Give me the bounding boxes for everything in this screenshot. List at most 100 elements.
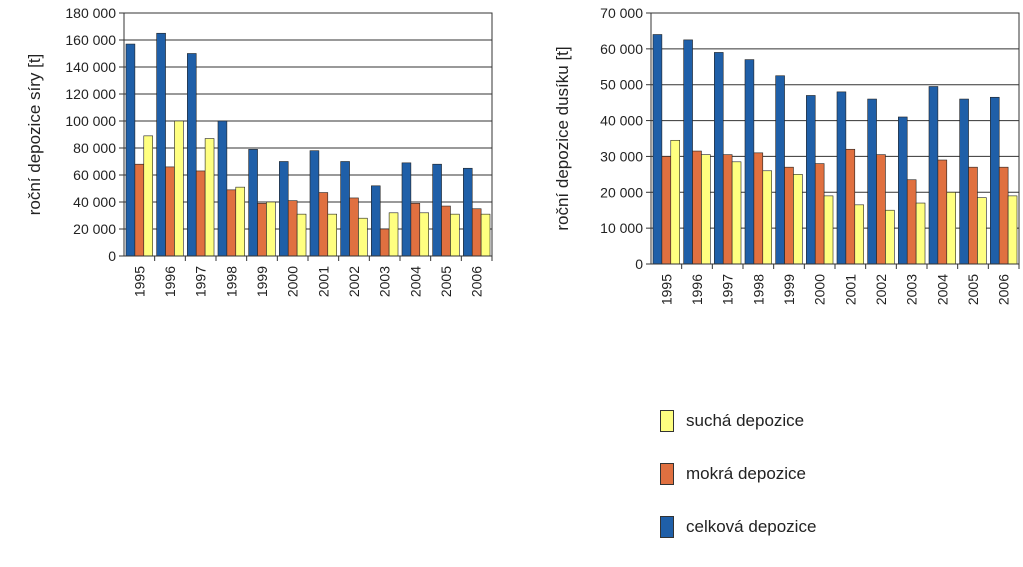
nitrogen-xtick-label: 1995 <box>658 274 674 305</box>
sulfur-bar-total <box>125 43 136 257</box>
sulfur-plot-frame <box>123 12 493 257</box>
nitrogen-xtick-label: 2001 <box>842 274 858 305</box>
nitrogen-plot-frame <box>650 12 1020 265</box>
nitrogen-ytick-label: 10 000 <box>600 220 643 236</box>
nitrogen-bar-total <box>775 75 785 265</box>
sulfur-bar-dry <box>266 201 276 257</box>
nitrogen-bar-dry <box>670 139 680 265</box>
sulfur-ytick-label: 100 000 <box>65 113 116 129</box>
nitrogen-bar-wet <box>692 150 702 265</box>
nitrogen-bar-total <box>744 59 755 265</box>
sulfur-ytick-label: 160 000 <box>65 32 116 48</box>
sulfur-bar-total <box>248 149 258 257</box>
sulfur-xtick-label: 1999 <box>254 266 270 297</box>
nitrogen-bar-wet <box>784 166 794 265</box>
nitrogen-ytick-label: 70 000 <box>600 5 643 21</box>
sulfur-bar-total <box>217 120 228 257</box>
sulfur-bar-wet <box>287 200 298 257</box>
nitrogen-deposition-chart: 0 10 000 20 000 30 000 40 000 50 000 60 000 70 … <box>553 5 1020 305</box>
nitrogen-bar-wet <box>968 166 978 265</box>
nitrogen-xtick-label: 2005 <box>965 274 981 305</box>
nitrogen-xtick-label: 2004 <box>934 274 950 305</box>
sulfur-ytick-label: 140 000 <box>65 59 116 75</box>
sulfur-bar-wet <box>226 189 237 257</box>
legend-item-dry: suchá depozice <box>660 408 816 434</box>
sulfur-ytick-label: 0 <box>108 248 116 264</box>
sulfur-bar-dry <box>296 213 307 257</box>
nitrogen-bar-dry <box>823 195 834 265</box>
legend: suchá depozice mokrá depozice celková de… <box>660 408 816 567</box>
sulfur-bar-dry <box>450 213 460 257</box>
sulfur-bar-dry <box>327 213 337 257</box>
nitrogen-bar-total <box>806 95 816 265</box>
sulfur-bar-total <box>279 161 289 257</box>
sulfur-xtick-label: 2001 <box>315 266 331 297</box>
nitrogen-xtick-label: 1999 <box>781 274 797 305</box>
nitrogen-ytick-label: 30 000 <box>600 148 643 164</box>
sulfur-xtick-label: 1997 <box>193 266 209 297</box>
sulfur-bar-dry <box>419 212 429 257</box>
nitrogen-bar-dry <box>762 170 772 265</box>
sulfur-bar-wet <box>349 197 359 257</box>
nitrogen-bar-dry <box>701 154 711 265</box>
nitrogen-bar-wet <box>661 156 672 265</box>
nitrogen-bar-total <box>836 91 847 265</box>
sulfur-ytick-label: 40 000 <box>73 194 116 210</box>
sulfur-ytick-label: 180 000 <box>65 5 116 21</box>
sulfur-xtick-label: 1996 <box>162 266 178 297</box>
nitrogen-bar-total <box>714 52 724 265</box>
legend-swatch-wet <box>660 463 674 485</box>
sulfur-bar-wet <box>257 203 267 257</box>
sulfur-ytick-label: 60 000 <box>73 167 116 183</box>
sulfur-bar-total <box>156 32 166 257</box>
sulfur-bar-total <box>309 150 320 257</box>
sulfur-bar-dry <box>358 217 368 257</box>
nitrogen-bar-total <box>898 116 908 265</box>
nitrogen-xtick-label: 2003 <box>904 274 920 305</box>
sulfur-xtick-label: 2006 <box>469 266 485 297</box>
sulfur-bar-dry <box>480 213 491 257</box>
nitrogen-xtick-label: 1998 <box>750 274 766 305</box>
nitrogen-xtick-label: 1996 <box>689 274 705 305</box>
nitrogen-ytick-label: 40 000 <box>600 113 643 129</box>
legend-label-total: celková depozice <box>686 517 817 536</box>
legend-label-wet: mokrá depozice <box>686 464 807 483</box>
sulfur-deposition-chart: 0 20 000 40 000 60 000 80 000 100 000 120 000 1… <box>25 5 493 297</box>
sulfur-bar-wet <box>165 166 175 257</box>
legend-item-total: celková depozice <box>660 514 816 540</box>
nitrogen-bar-wet <box>937 159 948 265</box>
nitrogen-plot-area <box>651 13 1019 264</box>
nitrogen-xtick-label: 2002 <box>873 274 889 305</box>
sulfur-bar-total <box>432 163 442 257</box>
nitrogen-bar-total <box>928 86 939 265</box>
legend-item-wet: mokrá depozice <box>660 461 816 487</box>
nitrogen-bar-dry <box>793 174 803 265</box>
nitrogen-bar-total <box>683 39 693 265</box>
sulfur-bar-wet <box>134 163 145 257</box>
sulfur-xtick-label: 1995 <box>131 266 147 297</box>
nitrogen-bar-total <box>867 98 877 265</box>
sulfur-bar-wet <box>471 208 482 257</box>
charts-canvas: 0 20 000 40 000 60 000 80 000 100 000 120 000 1… <box>25 5 1020 305</box>
nitrogen-bar-wet <box>876 154 886 265</box>
sulfur-bar-dry <box>143 135 153 257</box>
nitrogen-bar-dry <box>915 202 926 265</box>
nitrogen-bar-dry <box>946 191 956 265</box>
sulfur-bar-wet <box>318 192 329 257</box>
sulfur-bar-dry <box>204 138 215 257</box>
sulfur-xtick-label: 2002 <box>346 266 362 297</box>
sulfur-ylabel: roční depozice síry [t] <box>25 54 44 216</box>
legend-label-dry: suchá depozice <box>686 411 805 430</box>
sulfur-bar-wet <box>441 205 451 257</box>
sulfur-plot-area <box>124 13 492 256</box>
nitrogen-bar-dry <box>731 161 742 265</box>
sulfur-bar-wet <box>195 170 206 257</box>
sulfur-ytick-label: 20 000 <box>73 221 116 237</box>
sulfur-bar-dry <box>235 186 245 257</box>
nitrogen-ytick-label: 50 000 <box>600 77 643 93</box>
nitrogen-bar-dry <box>885 209 895 265</box>
nitrogen-bar-wet <box>814 163 825 265</box>
nitrogen-bar-wet <box>753 152 764 265</box>
sulfur-xtick-label: 2004 <box>407 266 423 297</box>
sulfur-ytick-label: 80 000 <box>73 140 116 156</box>
